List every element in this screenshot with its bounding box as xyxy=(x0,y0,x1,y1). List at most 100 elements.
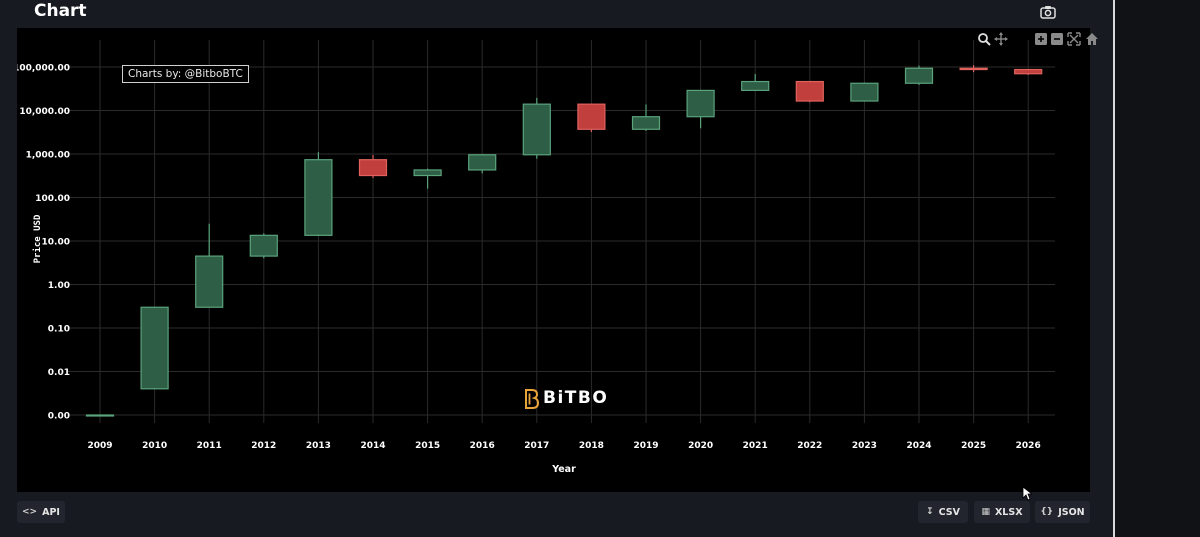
candlestick-chart[interactable]: 0.00 0.01 0.10 1.00 10.00 100.00 1,000.00 10,00… xyxy=(17,28,1090,492)
candle-2025[interactable] xyxy=(959,65,988,73)
x-tick-label: 2015 xyxy=(415,441,440,451)
csv-button[interactable]: ↧ CSV xyxy=(918,501,968,523)
api-button[interactable]: <> API xyxy=(17,501,65,523)
candle-2015[interactable] xyxy=(413,168,442,189)
zoom-icon[interactable] xyxy=(977,31,991,46)
xlsx-button-label: XLSX xyxy=(994,506,1023,518)
pan-icon[interactable] xyxy=(994,31,1008,46)
x-tick-label: 2012 xyxy=(251,441,276,451)
candle-body xyxy=(850,82,879,102)
x-tick-label: 2021 xyxy=(743,441,768,451)
zoom-out-icon[interactable] xyxy=(1050,31,1064,45)
api-button-label: API xyxy=(42,506,60,518)
x-tick-label: 2014 xyxy=(360,441,385,451)
candle-2013[interactable] xyxy=(304,152,333,237)
candle-2020[interactable] xyxy=(686,89,715,129)
candle-2022[interactable] xyxy=(795,80,824,103)
grid-layer xyxy=(67,40,1055,423)
candle-2019[interactable] xyxy=(631,104,661,131)
chart-panel: Chart 0.00 0.01 0.10 1.00 10.00 100.00 1,000.0… xyxy=(0,0,1113,523)
brand-logo: BiTBO xyxy=(523,388,607,410)
panel-header: Chart xyxy=(0,0,1113,26)
y-tick-label: 0.10 xyxy=(48,325,70,335)
download-icon: ↧ xyxy=(926,507,934,517)
braces-icon: {} xyxy=(1040,507,1054,517)
window-divider xyxy=(1113,0,1115,537)
candle-2023[interactable] xyxy=(850,82,879,102)
candle-2011[interactable] xyxy=(195,223,224,308)
x-tick-label: 2026 xyxy=(1016,441,1041,451)
candle-2026[interactable] xyxy=(1014,68,1043,75)
x-tick-label: 2019 xyxy=(633,441,658,451)
y-tick-label: 10,000.00 xyxy=(19,107,70,117)
camera-icon[interactable] xyxy=(1040,4,1056,19)
x-tick-label: 2022 xyxy=(797,441,822,451)
candle-body xyxy=(686,89,715,118)
autoscale-icon[interactable] xyxy=(1067,31,1081,46)
candle-body xyxy=(304,159,333,236)
candle-body xyxy=(522,103,551,156)
candle-body xyxy=(358,159,388,177)
candle-layer xyxy=(85,65,1043,417)
candle-2014[interactable] xyxy=(358,154,388,179)
candle-body xyxy=(904,67,934,84)
candle-body xyxy=(468,154,497,171)
candle-body xyxy=(577,103,606,130)
candle-body xyxy=(140,306,169,390)
attribution-label: Charts by: @BitboBTC xyxy=(122,65,249,83)
candle-2012[interactable] xyxy=(249,233,278,259)
json-button-label: JSON xyxy=(1058,506,1085,518)
y-tick-label: 1.00 xyxy=(48,281,70,291)
candle-2017[interactable] xyxy=(522,97,551,159)
x-tick-label: 2011 xyxy=(197,441,222,451)
candle-body xyxy=(249,234,278,257)
xlsx-button[interactable]: ▦ XLSX xyxy=(974,501,1030,523)
bitbo-logo-icon xyxy=(525,389,540,409)
chart-area[interactable]: 0.00 0.01 0.10 1.00 10.00 100.00 1,000.00 10,00… xyxy=(17,28,1098,492)
x-tick-label: 2018 xyxy=(579,441,604,451)
modebar xyxy=(977,31,1098,47)
x-tick-label: 2013 xyxy=(306,441,331,451)
x-tick-label: 2010 xyxy=(142,441,167,451)
x-axis-label: Year xyxy=(551,464,576,475)
candle-body xyxy=(195,255,224,308)
candle-2018[interactable] xyxy=(577,103,606,133)
candle-body xyxy=(1014,68,1043,75)
candle-body xyxy=(631,116,661,130)
x-tick-labels: 2009 2010 2011 2012 2013 2014 2015 2016 2017 2018… xyxy=(87,441,1040,451)
y-axis-label: Price USD xyxy=(32,214,43,263)
x-tick-label: 2024 xyxy=(906,441,931,451)
json-button[interactable]: {} JSON xyxy=(1035,501,1090,523)
y-tick-label: 1,000.00 xyxy=(26,151,70,161)
candle-body xyxy=(795,80,824,102)
x-tick-label: 2025 xyxy=(961,441,986,451)
candle-body xyxy=(413,169,442,177)
candle-body xyxy=(85,414,115,417)
csv-button-label: CSV xyxy=(938,506,960,518)
mouse-cursor xyxy=(1022,486,1034,505)
x-tick-label: 2009 xyxy=(87,441,112,451)
y-tick-label: 0.00 xyxy=(48,412,70,422)
y-tick-labels: 0.00 0.01 0.10 1.00 10.00 100.00 1,000.00 10,00… xyxy=(17,64,70,422)
zoom-in-icon[interactable] xyxy=(1034,31,1048,45)
x-tick-label: 2017 xyxy=(524,441,549,451)
background-strip xyxy=(1115,0,1200,537)
home-icon[interactable] xyxy=(1085,31,1099,45)
y-tick-label: 10.00 xyxy=(42,238,70,248)
y-tick-label: 0.01 xyxy=(48,368,70,378)
candle-2009[interactable] xyxy=(85,414,115,417)
x-tick-label: 2016 xyxy=(470,441,495,451)
x-tick-label: 2023 xyxy=(852,441,877,451)
candle-2010[interactable] xyxy=(140,306,169,390)
code-icon: <> xyxy=(22,507,38,517)
panel-title: Chart xyxy=(34,1,87,21)
candle-2024[interactable] xyxy=(904,65,934,86)
y-tick-label: 100.00 xyxy=(35,194,70,204)
candle-body xyxy=(959,67,988,71)
candle-2021[interactable] xyxy=(741,74,770,91)
candle-body xyxy=(741,80,770,91)
y-tick-label: 100,000.00 xyxy=(17,64,70,74)
candle-2016[interactable] xyxy=(468,154,497,174)
table-icon: ▦ xyxy=(981,507,990,517)
x-tick-label: 2020 xyxy=(688,441,713,451)
